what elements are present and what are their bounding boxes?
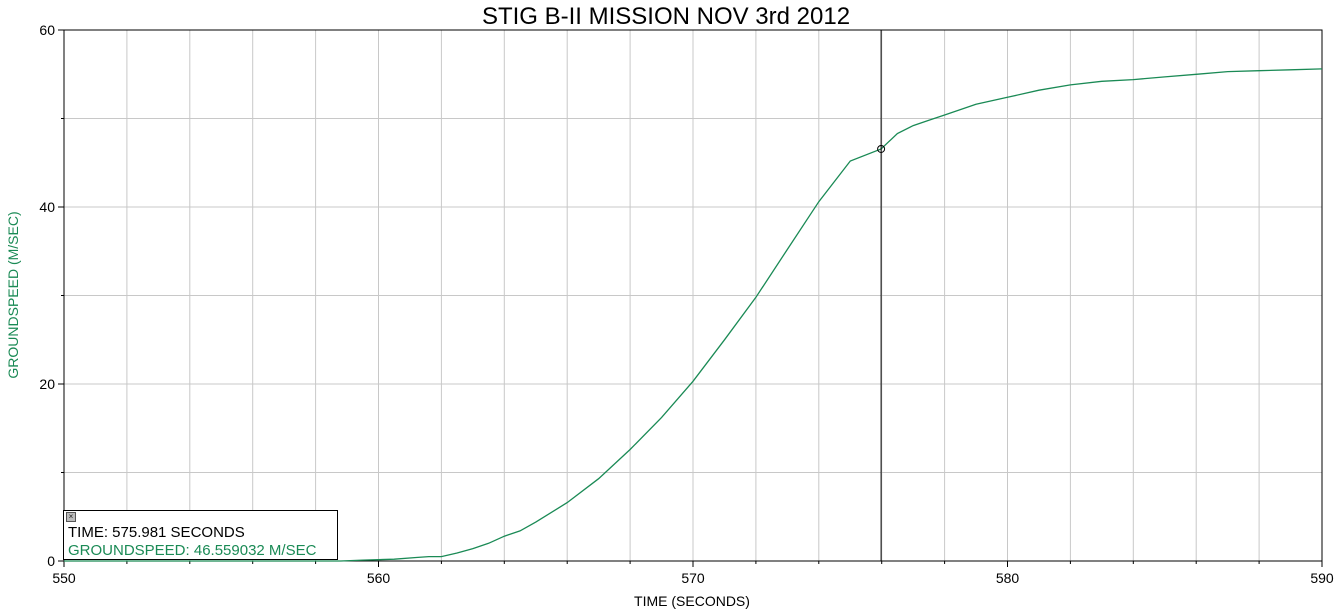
y-tick-label: 40 [39, 199, 55, 215]
cursor-readout-tooltip: × TIME: 575.981 SECONDS GROUNDSPEED: 46.… [63, 510, 338, 560]
readout-groundspeed: GROUNDSPEED: 46.559032 M/SEC [68, 542, 317, 559]
gridlines [64, 30, 1322, 561]
x-tick-label: 570 [681, 570, 705, 586]
y-axis-label: GROUNDSPEED (M/SEC) [5, 211, 21, 378]
y-tick-label: 0 [47, 553, 55, 569]
y-tick-label: 60 [39, 22, 55, 38]
groundspeed-series-line [64, 68, 1323, 562]
cursor-marker[interactable] [877, 144, 886, 153]
tick-labels: 550 560 570 580 590 0 20 40 60 [39, 22, 1333, 586]
chart-title: STIG B-II MISSION NOV 3rd 2012 [482, 3, 850, 30]
axes [58, 29, 1323, 567]
readout-time: TIME: 575.981 SECONDS [68, 524, 245, 541]
close-icon[interactable]: × [66, 512, 76, 522]
x-tick-label: 580 [996, 570, 1020, 586]
x-tick-label: 590 [1310, 570, 1334, 586]
x-tick-label: 560 [367, 570, 391, 586]
y-tick-label: 20 [39, 376, 55, 392]
x-axis-label: TIME (SECONDS) [634, 593, 750, 609]
x-tick-label: 550 [52, 570, 76, 586]
